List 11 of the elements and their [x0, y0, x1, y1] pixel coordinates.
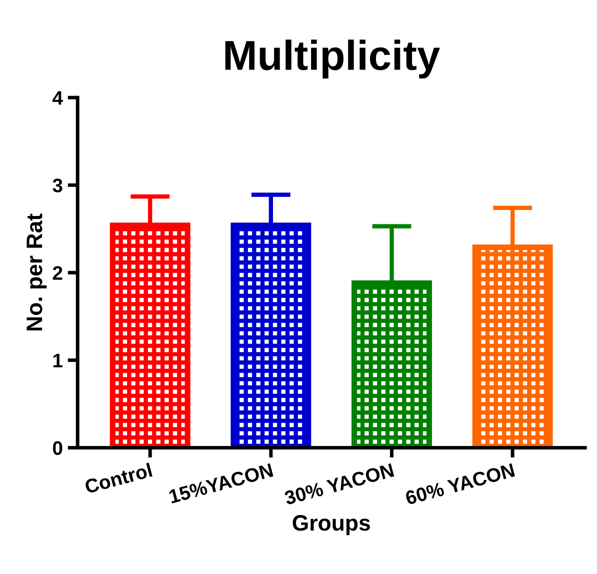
x-tick-label: 60% YACON	[404, 463, 515, 506]
y-tick-label: 4	[52, 91, 63, 105]
y-tick-label: 3	[52, 178, 62, 192]
y-tick-label: 1	[53, 354, 62, 368]
y-tick-label: 0	[52, 441, 62, 455]
x-tick-label: 30% YACON	[284, 463, 394, 506]
y-tick-label: 2	[52, 266, 62, 280]
x-axis-title: Groups	[292, 515, 370, 536]
x-tick-label: Control	[84, 462, 152, 494]
y-axis-title: No. per Rat	[26, 214, 47, 330]
chart-title: Multiplicity	[225, 40, 440, 78]
